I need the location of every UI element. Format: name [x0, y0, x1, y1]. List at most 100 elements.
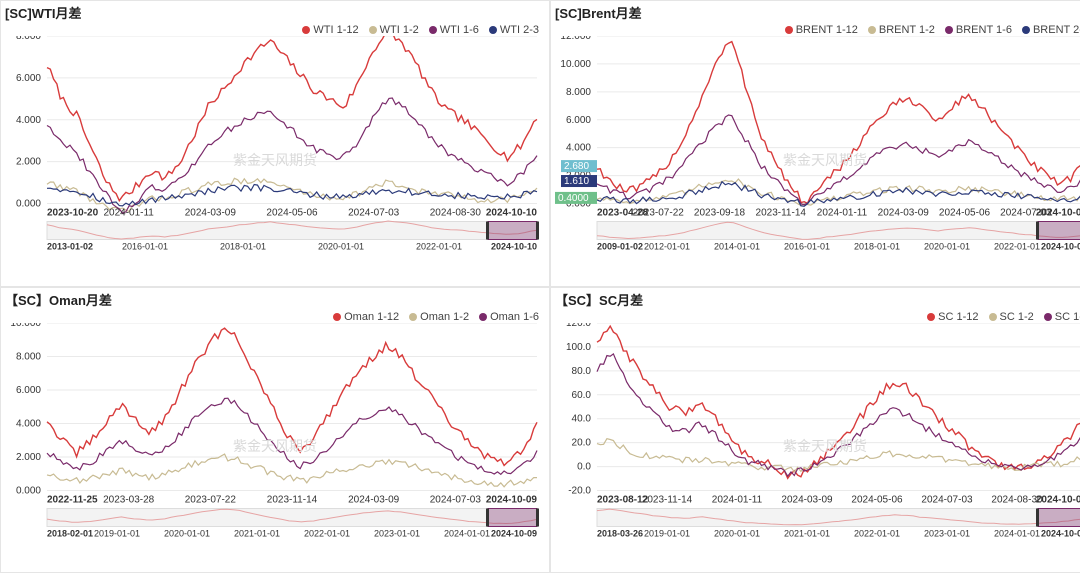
x-tick-label: 2024-05-06	[266, 208, 318, 219]
svg-text:12.000: 12.000	[560, 36, 591, 42]
series-line	[597, 353, 1080, 475]
svg-text:4.000: 4.000	[16, 418, 41, 429]
svg-text:6.000: 6.000	[16, 385, 41, 396]
axis-value-badge-text: 2.680	[564, 161, 589, 172]
svg-text:10.000: 10.000	[560, 59, 591, 70]
legend-dot	[989, 313, 997, 321]
range-slider-selection[interactable]	[488, 222, 537, 240]
svg-text:120.0: 120.0	[566, 323, 591, 329]
svg-text:100.0: 100.0	[566, 341, 591, 352]
x-tick-label: 2022-11-25	[47, 494, 98, 505]
legend-label: SC 1-6	[1055, 311, 1080, 323]
x-tick-label: 2024-03-09	[781, 494, 833, 505]
range-slider-tick: 2018-03-26	[597, 528, 643, 538]
legend-dot	[1044, 313, 1052, 321]
range-slider-selection[interactable]	[1038, 222, 1080, 240]
panel-oman: 【SC】Oman月差Oman 1-12Oman 1-2Oman 1-6紫金天风期…	[0, 287, 550, 573]
x-tick-label: 2024-03-09	[878, 208, 930, 219]
legend-item[interactable]: SC 1-2	[989, 311, 1034, 323]
chart-svg[interactable]: 0.0002.0004.0006.0008.0002023-10-202024-…	[5, 36, 545, 284]
range-slider-handle-left[interactable]	[1036, 508, 1039, 526]
legend-item[interactable]: Oman 1-2	[409, 311, 469, 323]
legend-dot	[479, 313, 487, 321]
range-slider-selection[interactable]	[1038, 508, 1080, 526]
svg-text:-20.0: -20.0	[568, 485, 591, 496]
svg-text:6.000: 6.000	[16, 73, 41, 84]
range-slider-handle-right[interactable]	[536, 508, 539, 526]
legend-dot	[868, 26, 876, 34]
x-tick-label: 2024-07-03	[348, 208, 400, 219]
chart-svg[interactable]: 0.0002.0004.0006.0008.00010.0002022-11-2…	[5, 323, 545, 571]
range-slider-tick: 2018-01-01	[854, 242, 900, 252]
x-tick-label: 2024-08-30	[430, 208, 482, 219]
panel-wti: [SC]WTI月差WTI 1-12WTI 1-2WTI 1-6WTI 2-3紫金…	[0, 0, 550, 287]
svg-text:4.000: 4.000	[566, 143, 591, 154]
range-slider-selection[interactable]	[488, 508, 537, 526]
range-slider-handle-left[interactable]	[486, 508, 489, 526]
legend-dot	[945, 26, 953, 34]
legend-dot	[369, 26, 377, 34]
legend-item[interactable]: BRENT 1-6	[945, 24, 1012, 36]
x-tick-label: 2023-07-22	[185, 494, 237, 505]
legend-label: WTI 1-12	[313, 24, 358, 36]
range-slider-tick: 2018-02-01	[47, 528, 93, 538]
x-tick-label: 2024-01-11	[712, 494, 763, 505]
legend-label: WTI 2-3	[500, 24, 539, 36]
x-tick-label: 2023-11-14	[267, 494, 318, 505]
legend-item[interactable]: BRENT 2-3	[1022, 24, 1080, 36]
legend-label: Oman 1-2	[420, 311, 469, 323]
svg-text:80.0: 80.0	[572, 365, 592, 376]
range-slider-handle-left[interactable]	[486, 222, 489, 240]
chart-area: 紫金天风期货0.0002.0004.0006.0008.00010.000202…	[5, 323, 545, 571]
legend-item[interactable]: Oman 1-6	[479, 311, 539, 323]
chart-area: 紫金天风期货0.0002.0004.0006.0008.00010.00012.…	[555, 36, 1080, 284]
range-slider-handle-right[interactable]	[536, 222, 539, 240]
range-slider-tick: 2019-01-01	[644, 528, 690, 538]
range-slider-tick: 2016-01-01	[122, 242, 168, 252]
legend-dot	[409, 313, 417, 321]
range-slider-handle-left[interactable]	[1036, 222, 1039, 240]
range-slider-tick: 2022-01-01	[416, 242, 462, 252]
series-line	[597, 42, 1080, 204]
x-tick-label: 2024-01-11	[103, 208, 154, 219]
axis-value-badge-text: 0.4000	[558, 193, 589, 204]
legend-label: WTI 1-6	[440, 24, 479, 36]
legend-label: WTI 1-2	[380, 24, 419, 36]
legend-dot	[1022, 26, 1030, 34]
series-line	[47, 185, 537, 206]
chart-svg[interactable]: 0.0002.0004.0006.0008.00010.00012.0002.6…	[555, 36, 1080, 284]
legend-label: BRENT 2-3	[1033, 24, 1080, 36]
svg-text:8.000: 8.000	[16, 351, 41, 362]
svg-text:8.000: 8.000	[16, 36, 41, 42]
range-slider-tick: 2024-10-09	[491, 528, 537, 538]
panel-title: [SC]WTI月差	[5, 3, 545, 22]
range-slider-tick: 2022-01-01	[994, 242, 1040, 252]
legend-item[interactable]: WTI 1-6	[429, 24, 479, 36]
legend-item[interactable]: WTI 1-12	[302, 24, 358, 36]
svg-text:2.000: 2.000	[16, 452, 41, 463]
svg-text:40.0: 40.0	[572, 413, 592, 424]
legend-item[interactable]: BRENT 1-12	[785, 24, 858, 36]
panel-title: [SC]Brent月差	[555, 3, 1080, 22]
x-tick-label: 2024-07-03	[430, 494, 482, 505]
legend: BRENT 1-12 BRENT 1-2 BRENT 1-6 BRENT 2-3	[555, 24, 1080, 36]
panel-sc: 【SC】SC月差SC 1-12SC 1-2SC 1-6紫金天风期货-20.00.…	[550, 287, 1080, 573]
legend-label: BRENT 1-12	[796, 24, 858, 36]
legend-item[interactable]: WTI 1-2	[369, 24, 419, 36]
legend-item[interactable]: SC 1-6	[1044, 311, 1080, 323]
legend-item[interactable]: Oman 1-12	[333, 311, 399, 323]
x-tick-label: 2024-05-06	[939, 208, 991, 219]
range-slider-tick: 2014-01-01	[714, 242, 760, 252]
svg-text:8.000: 8.000	[566, 87, 591, 98]
range-slider-track[interactable]	[597, 222, 1080, 240]
legend-item[interactable]: BRENT 1-2	[868, 24, 935, 36]
legend-item[interactable]: SC 1-12	[927, 311, 978, 323]
legend-dot	[927, 313, 935, 321]
legend-label: BRENT 1-6	[956, 24, 1012, 36]
panel-title: 【SC】SC月差	[555, 290, 1080, 309]
range-slider-tick: 2023-01-01	[374, 528, 420, 538]
series-line	[47, 328, 537, 465]
legend-label: Oman 1-12	[344, 311, 399, 323]
chart-svg[interactable]: -20.00.020.040.060.080.0100.0120.02023-0…	[555, 323, 1080, 571]
legend-item[interactable]: WTI 2-3	[489, 24, 539, 36]
